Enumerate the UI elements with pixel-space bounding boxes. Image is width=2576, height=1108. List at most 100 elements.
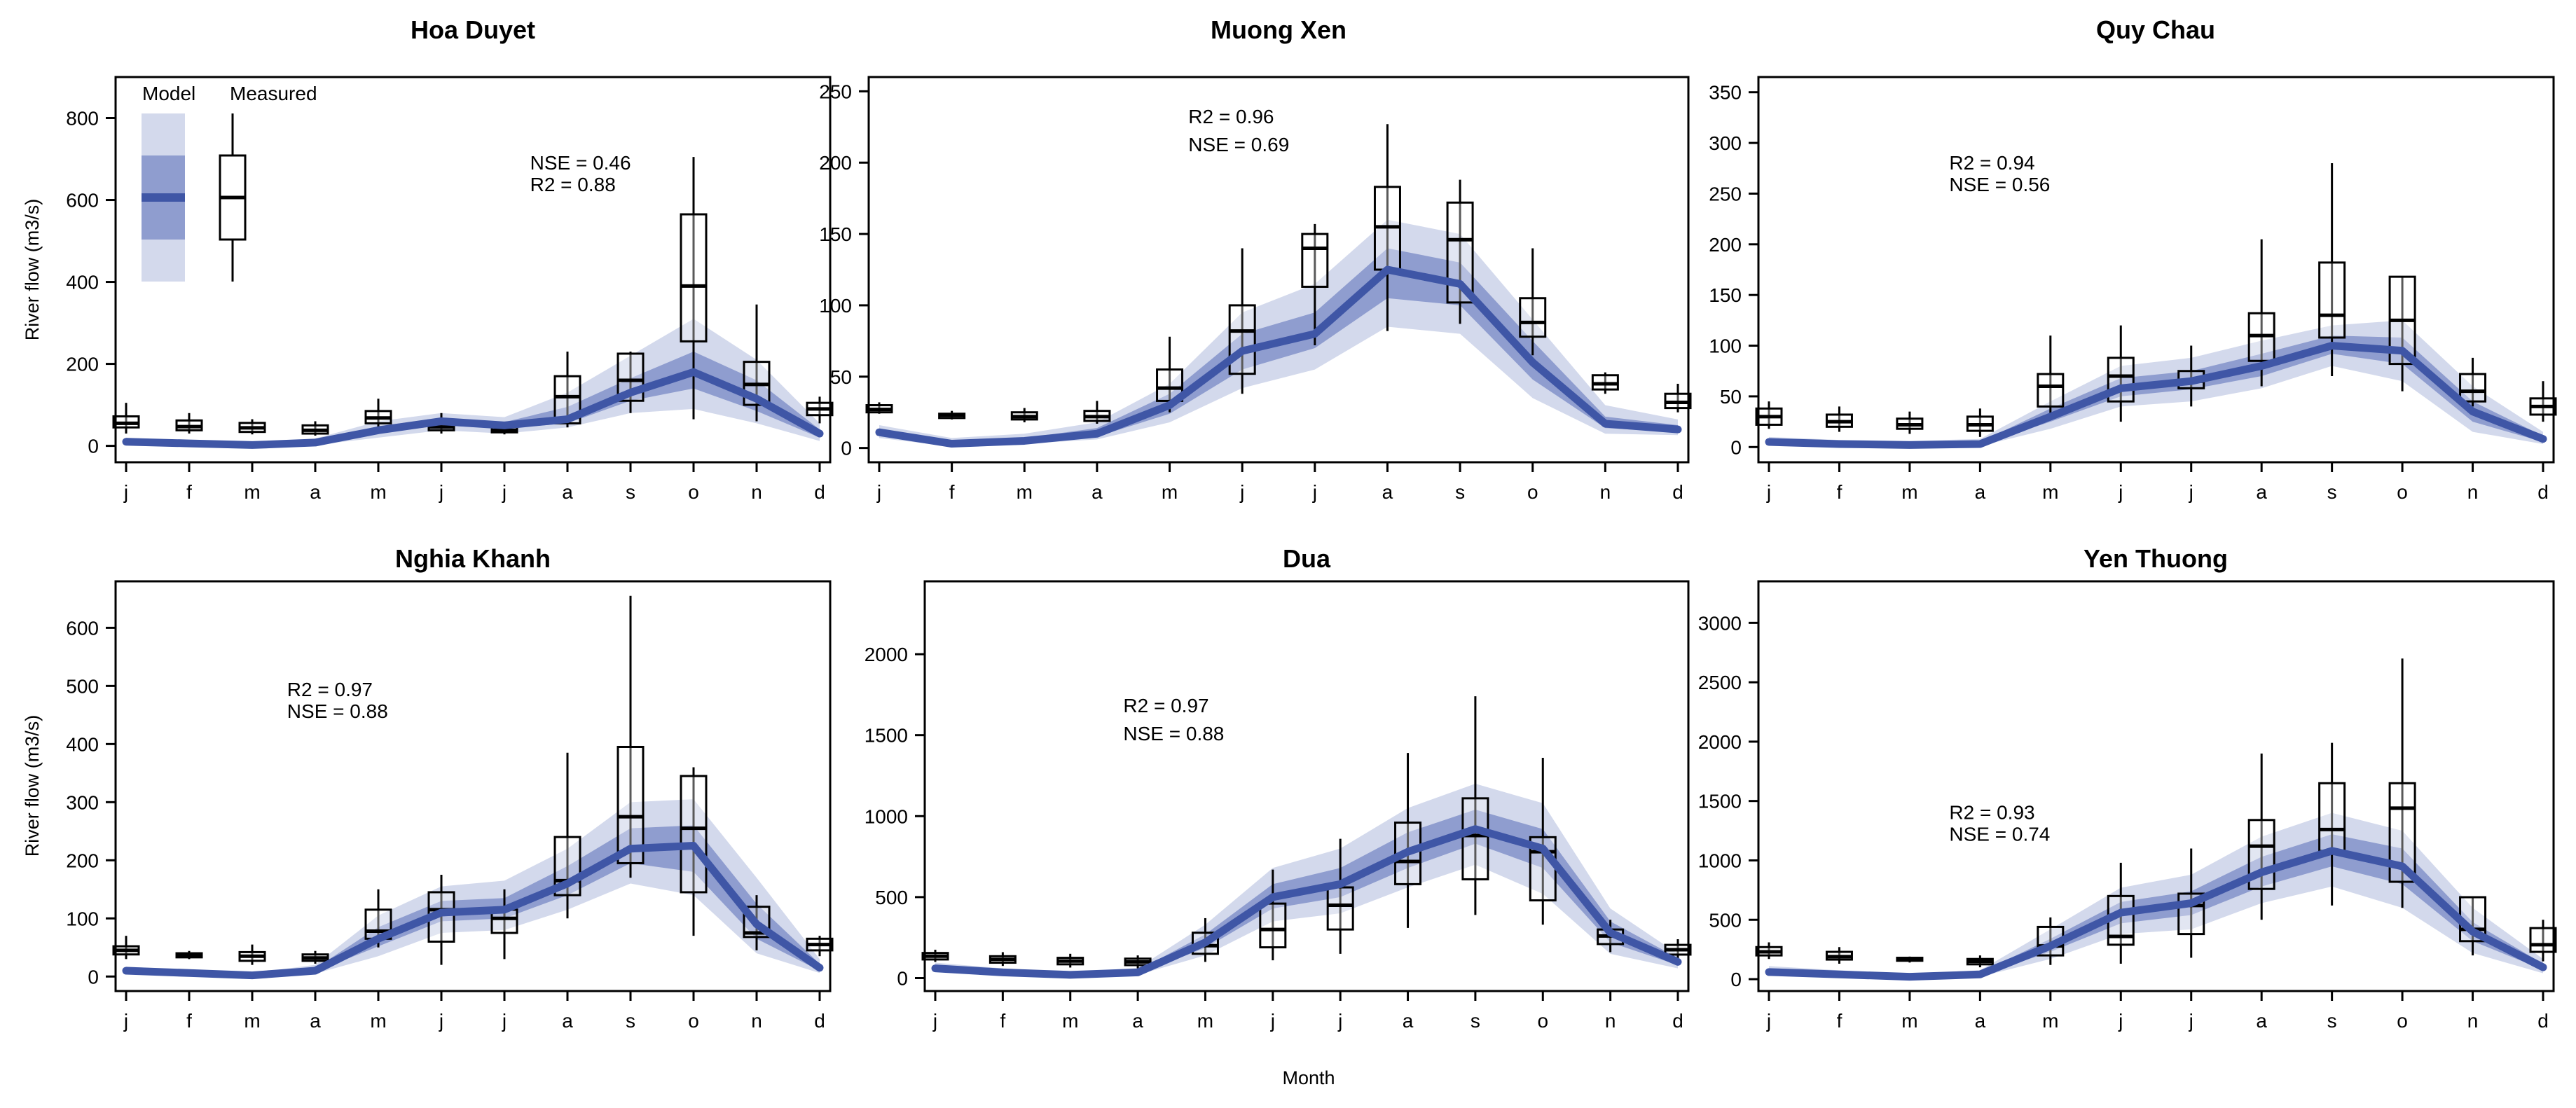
x-tick-label: n: [2467, 1010, 2479, 1032]
y-tick-label: 0: [897, 968, 908, 990]
model-inner-band: [126, 825, 820, 976]
panel-nghia-khanh: Nghia Khanh 0 100 200 300 400 500 600 j f m a m j j a s…: [66, 544, 834, 1032]
model-inner-band: [879, 248, 1678, 445]
y-tick-label: 1000: [865, 805, 908, 827]
x-tick-label: a: [2256, 1010, 2267, 1032]
y-tick-label: 200: [66, 354, 99, 375]
fit-statistic-label: NSE = 0.69: [1188, 134, 1289, 155]
fit-statistic-label: R2 = 0.94: [1949, 152, 2034, 174]
y-tick-label: 250: [819, 81, 852, 102]
y-tick-label: 150: [819, 223, 852, 245]
x-tick-label: m: [1901, 481, 1917, 503]
measured-box: [1461, 797, 1489, 880]
y-tick-label: 300: [66, 791, 99, 813]
x-tick-label: m: [1197, 1010, 1213, 1032]
x-tick-label: j: [439, 1010, 443, 1032]
measured-box: [1326, 886, 1354, 931]
y-tick-label: 50: [830, 366, 852, 388]
measured-box: [2037, 373, 2065, 408]
measured-box: [2318, 782, 2346, 852]
model-inner-band: [1769, 335, 2543, 446]
plot-frame: [1757, 76, 2555, 464]
x-tick-label: s: [2327, 481, 2337, 503]
y-tick-label: 200: [1709, 234, 1742, 256]
x-tick-label: n: [2467, 481, 2479, 503]
x-tick-label: s: [626, 1010, 635, 1032]
fit-statistic-label: NSE = 0.56: [1949, 174, 2050, 195]
panel-muong-xen: Muong Xen 0 50 100 150 200 250 j f m a m j j a s o n d R2 …: [819, 15, 1692, 503]
measured-box: [1301, 233, 1329, 288]
x-tick-label: a: [1382, 481, 1393, 503]
y-axis-label-bottom: River flow (m3/s): [22, 715, 43, 857]
plot-frame: [923, 580, 1690, 992]
model-median-line: [931, 825, 1682, 979]
x-tick-label: d: [814, 1010, 825, 1032]
x-tick-label: m: [244, 1010, 260, 1032]
x-tick-label: f: [1837, 481, 1843, 503]
legend-measured-label: Measured: [230, 83, 317, 104]
y-tick-label: 400: [66, 733, 99, 755]
fit-statistic-label: NSE = 0.74: [1949, 823, 2050, 845]
panel-title: Hoa Duyet: [411, 15, 535, 44]
y-tick-label: 350: [1709, 82, 1742, 104]
x-tick-label: s: [626, 481, 635, 503]
x-tick-label: f: [1837, 1010, 1843, 1032]
y-tick-label: 100: [1709, 335, 1742, 357]
x-tick-label: n: [751, 481, 762, 503]
x-tick-label: m: [370, 1010, 386, 1032]
x-tick-label: a: [2256, 481, 2267, 503]
x-tick-label: d: [1672, 481, 1683, 503]
plot-frame: [114, 76, 832, 464]
plot-frame: [114, 580, 832, 992]
plot-frame: [867, 76, 1690, 464]
panel-title: Quy Chau: [2096, 15, 2215, 44]
x-tick-label: j: [123, 1010, 128, 1032]
x-tick-label: d: [2537, 1010, 2549, 1032]
y-tick-label: 1500: [865, 725, 908, 747]
measured-box: [2318, 261, 2346, 339]
fit-statistic-label: R2 = 0.93: [1949, 801, 2034, 823]
x-tick-label: j: [1270, 1010, 1275, 1032]
y-tick-label: 500: [1709, 909, 1742, 931]
x-tick-label: m: [1062, 1010, 1078, 1032]
measured-box: [2529, 927, 2557, 953]
x-tick-label: d: [814, 481, 825, 503]
y-tick-label: 300: [1709, 132, 1742, 154]
model-median-line: [875, 265, 1682, 448]
x-tick-label: s: [1455, 481, 1465, 503]
y-tick-label: 2000: [1698, 731, 1742, 753]
x-tick-label: m: [2042, 1010, 2058, 1032]
x-tick-label: d: [2537, 481, 2549, 503]
model-median-line: [122, 842, 824, 980]
legend: Model Measured: [142, 83, 317, 282]
panel-yen-thuong: Yen Thuong 0 500 1000 1500 2000 2500 3000 j f m a m…: [1698, 544, 2557, 1032]
x-tick-label: n: [1605, 1010, 1616, 1032]
measured-box: [1519, 297, 1547, 338]
x-tick-label: a: [1975, 481, 1986, 503]
x-tick-label: m: [1162, 481, 1178, 503]
legend-median-swatch: [142, 193, 185, 202]
model-median-line: [1765, 847, 2547, 981]
measured-box: [680, 213, 708, 342]
fit-statistic-label: R2 = 0.97: [287, 679, 373, 700]
y-tick-label: 0: [88, 966, 99, 988]
x-tick-label: j: [1337, 1010, 1342, 1032]
x-tick-label: a: [1975, 1010, 1986, 1032]
x-tick-label: m: [370, 481, 386, 503]
x-tick-label: m: [2042, 481, 2058, 503]
measured-box: [617, 745, 645, 864]
x-tick-label: m: [1901, 1010, 1917, 1032]
y-tick-label: 0: [1730, 969, 1742, 990]
x-tick-label: j: [2189, 481, 2193, 503]
x-tick-label: j: [502, 1010, 507, 1032]
model-median-line: [122, 368, 824, 449]
x-tick-label: j: [876, 481, 881, 503]
y-tick-label: 2000: [865, 644, 908, 665]
fit-statistic-label: NSE = 0.88: [1123, 723, 1224, 745]
y-tick-label: 50: [1720, 386, 1742, 408]
model-inner-band: [126, 352, 820, 446]
x-tick-label: f: [186, 481, 192, 503]
x-tick-label: f: [186, 1010, 192, 1032]
y-tick-label: 500: [66, 675, 99, 697]
panel-title: Dua: [1283, 544, 1331, 573]
